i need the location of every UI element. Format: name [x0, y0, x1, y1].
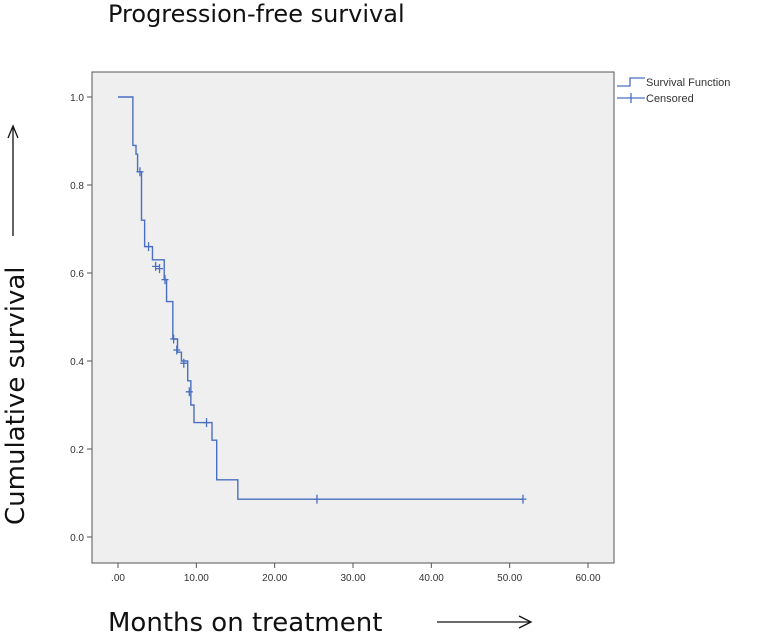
legend: Survival Function Censored — [617, 77, 730, 105]
censored-marker — [170, 334, 178, 344]
x-tick-label: 10.00 — [184, 573, 209, 584]
censor-layer — [136, 167, 527, 504]
y-axis-arrow — [7, 124, 19, 236]
y-tick-label: 0.0 — [70, 533, 84, 544]
censored-marker — [145, 242, 153, 252]
y-tick-label: 0.6 — [70, 269, 84, 280]
y-axis-label: Cumulative survival — [1, 266, 31, 525]
legend-survival-label: Survival Function — [646, 77, 730, 89]
x-tick-label: 20.00 — [262, 573, 287, 584]
censored-marker — [136, 167, 144, 177]
censored-marker — [185, 387, 193, 397]
censored-marker — [519, 494, 527, 504]
censored-marker — [180, 358, 188, 368]
legend-censored-label: Censored — [646, 93, 694, 105]
y-tick-label: 0.2 — [70, 445, 84, 456]
x-tick-label: 60.00 — [575, 573, 600, 584]
axes: 0.0 0.2 0.4 0.6 0.8 1.0 .00 10.00 20.00 30.00 40.0… — [70, 93, 601, 584]
censored-marker — [173, 345, 181, 355]
censored-marker — [313, 494, 321, 504]
x-axis-arrow — [437, 615, 533, 629]
x-tick-label: .00 — [111, 573, 125, 584]
x-tick-label: 30.00 — [340, 573, 365, 584]
plot-area — [91, 71, 615, 564]
censored-marker — [156, 264, 164, 274]
legend-survival-swatch — [617, 77, 645, 87]
series-layer — [118, 96, 523, 500]
y-tick-label: 0.8 — [70, 181, 84, 192]
x-tick-label: 40.00 — [419, 573, 444, 584]
legend-censored-swatch — [617, 93, 645, 103]
y-tick-label: 0.4 — [70, 357, 84, 368]
censored-marker — [203, 418, 211, 428]
censored-marker — [161, 275, 169, 285]
x-axis-label: Months on treatment — [108, 608, 382, 633]
censored-marker — [152, 261, 160, 271]
survival-step-line — [118, 96, 523, 500]
x-tick-label: 50.00 — [497, 573, 522, 584]
y-tick-label: 1.0 — [70, 93, 84, 104]
chart-title: Progression-free survival — [108, 0, 405, 28]
